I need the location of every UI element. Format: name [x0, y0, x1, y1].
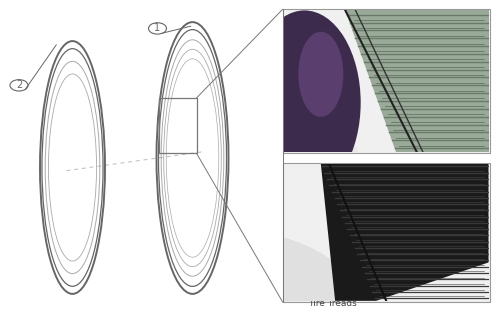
Text: 2: 2 [16, 80, 22, 90]
Text: Tire Treads: Tire Treads [308, 299, 357, 308]
Ellipse shape [248, 10, 360, 195]
Ellipse shape [298, 32, 344, 117]
PathPatch shape [321, 164, 488, 301]
Bar [282, 163, 490, 302]
PathPatch shape [346, 10, 488, 152]
Text: 1: 1 [154, 23, 160, 33]
Bar [159, 98, 196, 153]
Ellipse shape [110, 232, 376, 316]
Bar [282, 9, 490, 153]
Ellipse shape [141, 88, 366, 287]
